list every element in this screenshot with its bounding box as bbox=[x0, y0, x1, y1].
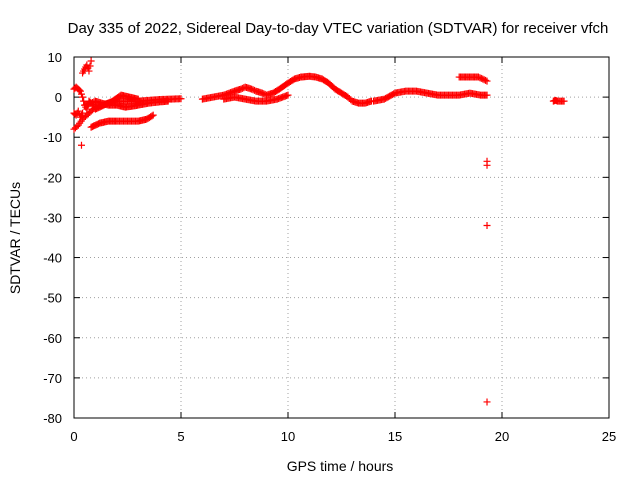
y-tick-label: -30 bbox=[43, 210, 62, 225]
plot-frame bbox=[73, 56, 610, 419]
data-point bbox=[87, 57, 95, 65]
data-point bbox=[79, 109, 87, 117]
y-tick-label: -60 bbox=[43, 331, 62, 346]
series-sat-e bbox=[70, 83, 97, 113]
series-sat-m bbox=[549, 96, 568, 105]
series-sat-n bbox=[483, 157, 491, 406]
series-sat-j bbox=[220, 91, 292, 105]
data-point bbox=[483, 161, 491, 169]
series-sat-k bbox=[370, 87, 491, 105]
x-tick-label: 25 bbox=[602, 429, 616, 444]
series-sat-b bbox=[87, 111, 157, 131]
series-sat-i bbox=[198, 72, 375, 107]
data-point bbox=[483, 91, 491, 99]
y-tick-label: 10 bbox=[48, 50, 62, 65]
tick-layer bbox=[73, 56, 610, 419]
data-point bbox=[83, 61, 91, 69]
x-tick-labels: 0 5 10 15 20 25 bbox=[70, 429, 616, 444]
y-tick-label: -80 bbox=[43, 411, 62, 426]
grid-layer bbox=[74, 57, 609, 418]
data-point bbox=[76, 87, 84, 95]
data-point bbox=[483, 398, 491, 406]
x-axis-label: GPS time / hours bbox=[287, 458, 394, 474]
y-tick-labels: 10 0 -10 -20 -30 -40 -50 -60 -70 -80 bbox=[43, 50, 62, 426]
y-tick-label: -40 bbox=[43, 251, 62, 266]
chart-title: Day 335 of 2022, Sidereal Day-to-day VTE… bbox=[68, 20, 609, 37]
y-tick-label: -50 bbox=[43, 291, 62, 306]
y-tick-label: 0 bbox=[55, 90, 62, 105]
data-point bbox=[79, 93, 87, 101]
x-tick-label: 0 bbox=[70, 429, 77, 444]
data-point bbox=[75, 86, 83, 94]
series-sat-d bbox=[91, 91, 142, 113]
y-axis-label: SDTVAR / TECUs bbox=[7, 182, 23, 294]
data-point bbox=[284, 91, 292, 99]
data-point bbox=[482, 76, 490, 84]
y-tick-label: -20 bbox=[43, 170, 62, 185]
data-point bbox=[164, 97, 172, 105]
data-point bbox=[149, 111, 157, 119]
series-sat-f bbox=[70, 107, 87, 121]
data-point bbox=[83, 105, 91, 113]
data-marks bbox=[70, 57, 568, 406]
x-tick-label: 5 bbox=[177, 429, 184, 444]
x-tick-label: 10 bbox=[281, 429, 295, 444]
data-point bbox=[177, 95, 185, 103]
data-point bbox=[77, 90, 85, 98]
data-point bbox=[74, 107, 82, 115]
data-point bbox=[89, 101, 97, 109]
series-sat-g bbox=[79, 57, 95, 77]
x-tick-label: 20 bbox=[495, 429, 509, 444]
data-point bbox=[88, 100, 96, 108]
series-sat-h bbox=[77, 141, 85, 149]
data-point bbox=[148, 112, 156, 120]
data-point bbox=[86, 62, 94, 70]
data-point bbox=[560, 97, 568, 105]
data-point bbox=[134, 95, 142, 103]
x-tick-label: 15 bbox=[388, 429, 402, 444]
data-point bbox=[483, 77, 491, 85]
data-point bbox=[77, 141, 85, 149]
data-point bbox=[85, 67, 93, 75]
y-tick-label: -70 bbox=[43, 371, 62, 386]
y-tick-label: -10 bbox=[43, 130, 62, 145]
data-point bbox=[483, 221, 491, 229]
series-sat-l bbox=[455, 73, 491, 85]
